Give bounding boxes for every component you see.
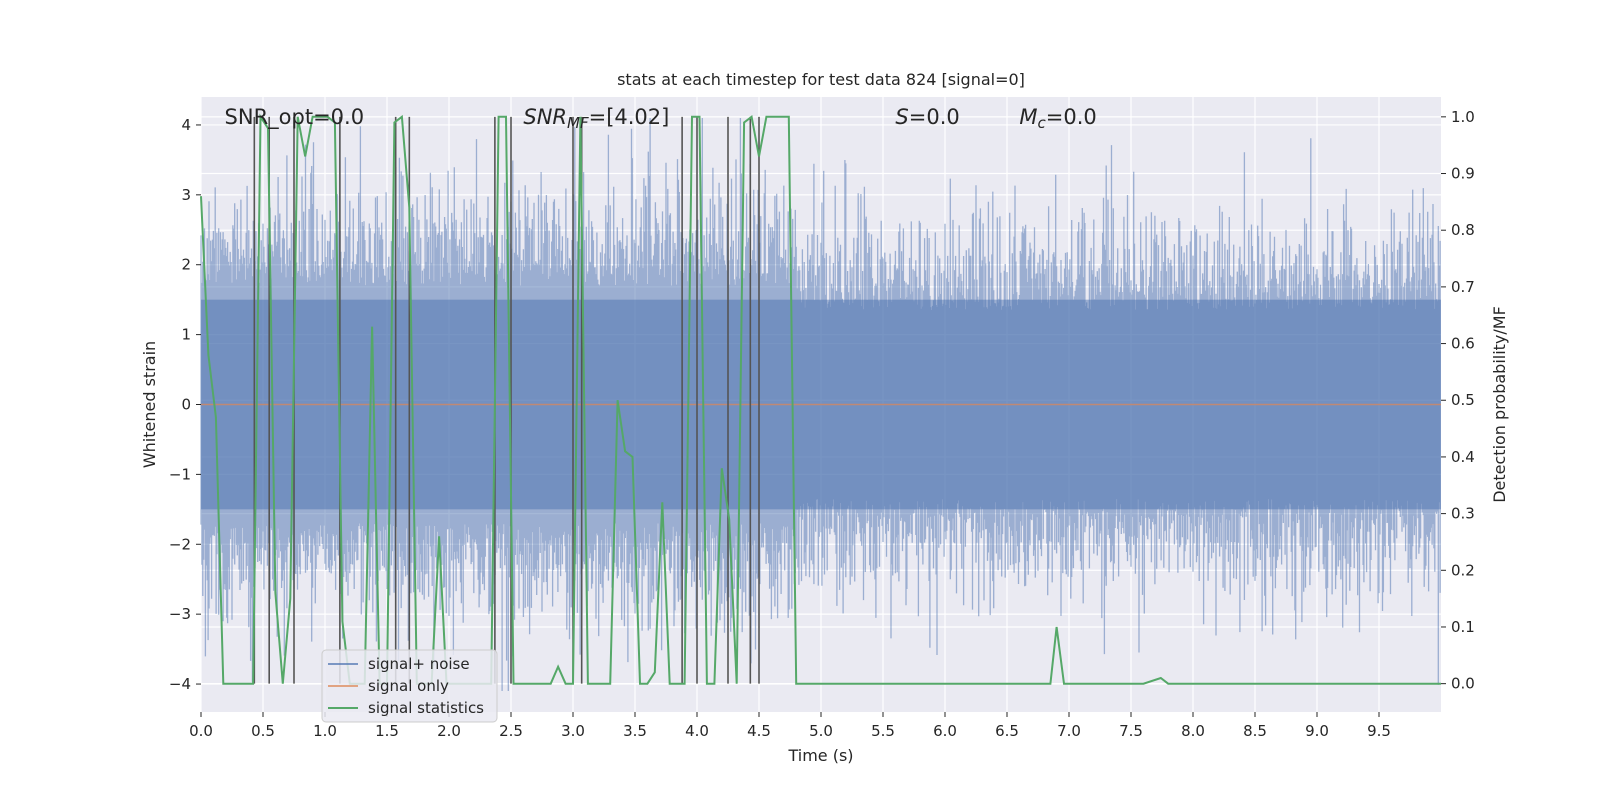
x-axis-label: Time (s)	[787, 746, 853, 765]
y-tick-label-right: 0.9	[1451, 165, 1475, 183]
y-tick-label-left: 2	[181, 256, 191, 274]
x-tick-label: 1.0	[313, 722, 337, 740]
y-tick-label-left: −2	[169, 535, 191, 553]
annotation-segment: =0.0	[1046, 105, 1097, 129]
x-tick-label: 5.5	[871, 722, 895, 740]
x-tick-label: 7.5	[1119, 722, 1143, 740]
annotation-segment: SNR	[523, 105, 567, 129]
x-tick-label: 0.0	[189, 722, 213, 740]
annotation-text: SNRMF=[4.02]	[523, 105, 669, 132]
y-tick-label-right: 0.8	[1451, 221, 1475, 239]
y-tick-label-right: 0.0	[1451, 675, 1475, 693]
detection-vlines	[253, 116, 760, 684]
y-tick-label-left: 1	[181, 326, 191, 344]
y-tick-label-left: −1	[169, 465, 191, 483]
annotation-segment: MF	[567, 114, 589, 132]
x-tick-label: 5.0	[809, 722, 833, 740]
x-tick-label: 2.5	[499, 722, 523, 740]
x-tick-label: 4.0	[685, 722, 709, 740]
annotation-segment: SNR_opt=0.0	[225, 105, 365, 130]
x-tick-label: 3.0	[561, 722, 585, 740]
x-tick-label: 9.5	[1367, 722, 1391, 740]
x-tick-label: 1.5	[375, 722, 399, 740]
y-tick-label-right: 0.1	[1451, 618, 1475, 636]
legend-label: signal statistics	[368, 699, 484, 717]
y-tick-label-left: 3	[181, 186, 191, 204]
legend-label: signal only	[368, 677, 449, 695]
y-axis-label-right: Detection probability/MF	[1490, 306, 1509, 503]
annotation-segment: =0.0	[909, 105, 960, 129]
x-tick-label: 8.0	[1181, 722, 1205, 740]
x-tick-label: 3.5	[623, 722, 647, 740]
y-tick-label-left: −4	[169, 675, 191, 693]
y-tick-label-right: 0.4	[1451, 448, 1475, 466]
annotation-segment: M	[1019, 105, 1037, 129]
x-tick-label: 2.0	[437, 722, 461, 740]
annotation-text: SNR_opt=0.0	[225, 105, 365, 130]
y-tick-label-right: 0.6	[1451, 335, 1475, 353]
legend-label: signal+ noise	[368, 655, 470, 673]
y-tick-label-left: −3	[169, 605, 191, 623]
x-tick-label: 8.5	[1243, 722, 1267, 740]
x-tick-label: 6.0	[933, 722, 957, 740]
y-tick-label-right: 0.3	[1451, 505, 1475, 523]
legend-box	[321, 649, 498, 723]
annotation-segment: =[4.02]	[589, 105, 670, 129]
y-tick-label-left: 0	[181, 396, 191, 414]
signal-statistics-line	[200, 113, 1441, 685]
annotation-segment: c	[1038, 114, 1047, 132]
y-axis-label-left: Whitened strain	[140, 341, 159, 468]
x-tick-label: 9.0	[1305, 722, 1329, 740]
annotations: SNR_opt=0.0 SNRMF=[4.02] S=0.0 Mc=0.0	[225, 105, 1097, 132]
annotation-text: S=0.0	[895, 105, 959, 129]
y-tick-label-right: 0.2	[1451, 561, 1475, 579]
chart-title: stats at each timestep for test data 824…	[617, 70, 1025, 89]
x-tick-label: 0.5	[251, 722, 275, 740]
x-tick-label: 6.5	[995, 722, 1019, 740]
y-tick-label-right: 0.7	[1451, 278, 1475, 296]
y-tick-label-left: 4	[181, 116, 191, 134]
axis-ticks: 0.0 0.5 1.0 1.5 2.0 2.5 3.0 3.5 4.0 4.5 5.0 5.5 6.0 6…	[169, 108, 1475, 740]
annotation-text: Mc=0.0	[1019, 105, 1096, 132]
x-tick-label: 7.0	[1057, 722, 1081, 740]
series-signal-statistics	[200, 113, 1441, 685]
y-tick-label-right: 1.0	[1451, 108, 1475, 126]
legend: signal+ noise signal only signal statistic…	[321, 649, 498, 723]
y-tick-label-right: 0.5	[1451, 391, 1475, 409]
x-tick-label: 4.5	[747, 722, 771, 740]
annotation-segment: S	[895, 105, 908, 129]
